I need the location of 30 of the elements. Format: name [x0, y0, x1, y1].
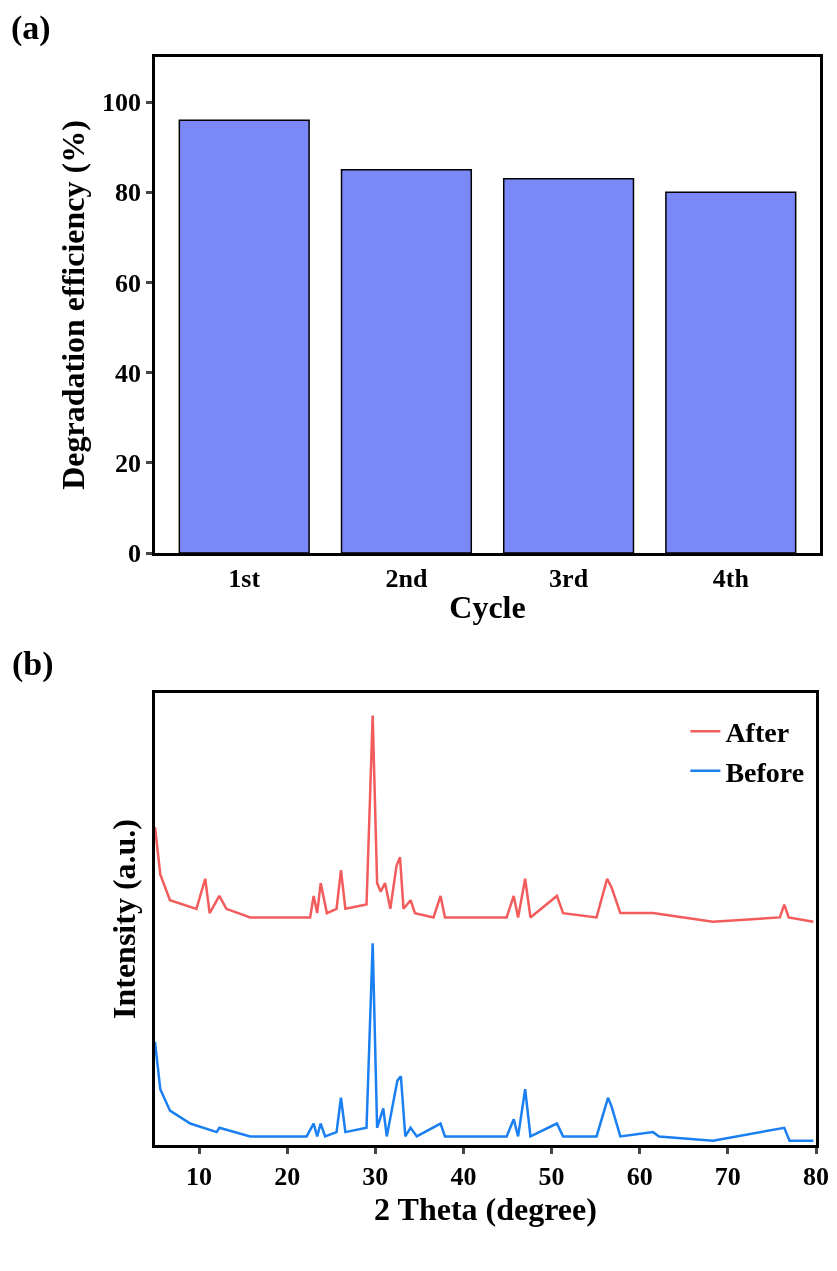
- x-tick-label: 40: [450, 1161, 477, 1191]
- bar: [502, 178, 635, 553]
- x-tick-label: 10: [186, 1161, 213, 1191]
- x-tick-label: 70: [714, 1161, 741, 1191]
- y-tick-label: 100: [102, 88, 142, 118]
- x-axis-title: 2 Theta (degree): [374, 1190, 597, 1227]
- x-tick-label: 20: [274, 1161, 301, 1191]
- bar: [665, 191, 797, 553]
- x-tick-label: 2nd: [385, 563, 428, 593]
- x-tick-label: 30: [362, 1161, 389, 1191]
- x-tick-label: 4th: [712, 563, 750, 593]
- y-tick-label: 60: [115, 268, 142, 298]
- x-tick-label: 50: [538, 1161, 565, 1191]
- bar: [340, 168, 473, 553]
- y-axis-title: Intensity (a.u.): [105, 818, 142, 1020]
- y-tick-label: 80: [115, 178, 142, 208]
- x-tick-label: 1st: [228, 563, 261, 593]
- y-axis-title: Degradation efficiency (%): [55, 120, 92, 490]
- bar: [178, 119, 310, 553]
- legend-label: Before: [725, 756, 805, 788]
- legend-label: After: [725, 717, 790, 749]
- x-tick-label: 60: [626, 1161, 653, 1191]
- y-tick-label: 20: [115, 448, 142, 478]
- x-tick-label: 80: [803, 1161, 829, 1191]
- x-tick-label: 3rd: [549, 563, 589, 593]
- y-tick-label: 0: [128, 539, 142, 569]
- text: (b): [12, 645, 54, 683]
- x-axis-title: Cycle: [449, 588, 526, 625]
- text: (a): [11, 9, 51, 47]
- y-tick-label: 40: [115, 358, 142, 388]
